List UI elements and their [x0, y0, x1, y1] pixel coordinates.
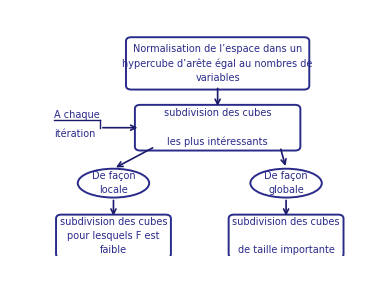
Text: De façon
globale: De façon globale: [264, 171, 308, 195]
Ellipse shape: [78, 169, 149, 198]
Ellipse shape: [250, 169, 322, 198]
Text: subdivision des cubes

les plus intéressants: subdivision des cubes les plus intéressa…: [164, 108, 271, 147]
Text: Normalisation de l’espace dans un
hypercube d’arête égal au nombres de
variables: Normalisation de l’espace dans un hyperc…: [122, 44, 313, 83]
FancyBboxPatch shape: [135, 105, 300, 151]
FancyBboxPatch shape: [228, 215, 344, 258]
Text: itération: itération: [54, 129, 95, 139]
Text: De façon
locale: De façon locale: [92, 171, 135, 195]
Text: A chaque: A chaque: [54, 110, 100, 120]
FancyBboxPatch shape: [126, 37, 309, 90]
Text: subdivision des cubes
pour lesquels F est
faible: subdivision des cubes pour lesquels F es…: [60, 217, 167, 255]
Text: subdivision des cubes

de taille importante: subdivision des cubes de taille importan…: [232, 217, 340, 255]
FancyBboxPatch shape: [56, 215, 171, 258]
